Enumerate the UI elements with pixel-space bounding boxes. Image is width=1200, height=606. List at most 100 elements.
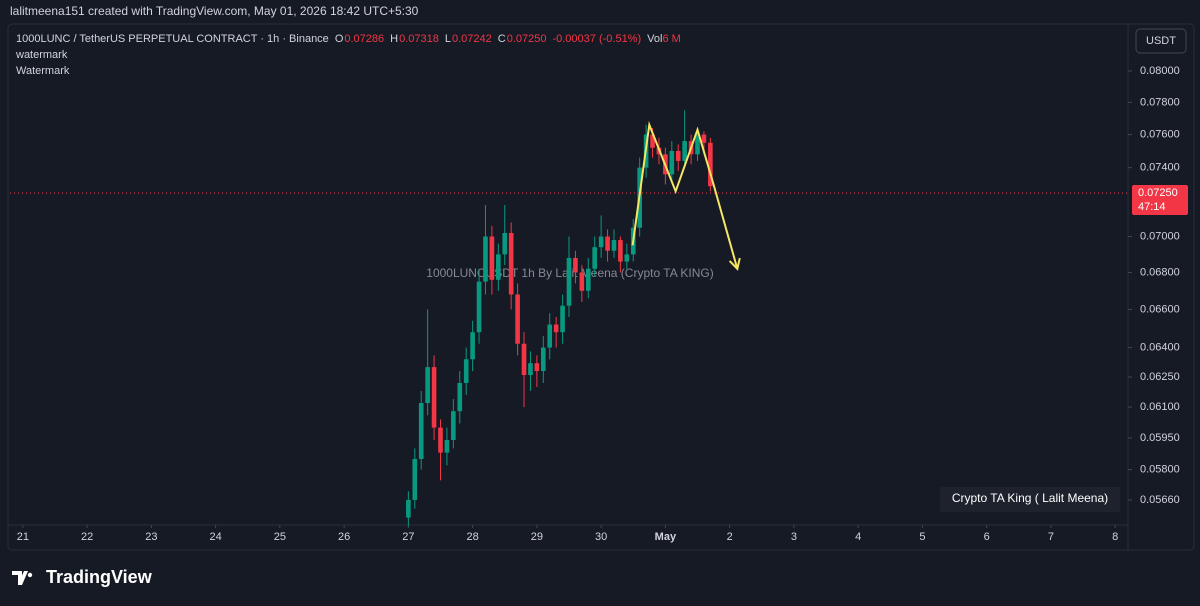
candle-body (675, 150, 681, 161)
legend-key: H (390, 33, 398, 45)
candle-body (444, 440, 450, 453)
symbol: 1000LUNC / TetherUS PERPETUAL CONTRACT ·… (16, 33, 329, 45)
candle-body (708, 142, 713, 187)
x-tick-label: 28 (466, 531, 478, 543)
candle-body (418, 403, 424, 459)
candle-body (650, 134, 655, 148)
y-tick-label: 0.07000 (1140, 230, 1180, 242)
candle-body (611, 240, 617, 251)
x-tick-label: 4 (855, 531, 861, 543)
candle-body (669, 150, 675, 175)
x-tick-label: 3 (791, 531, 797, 543)
candle-body (406, 499, 411, 518)
candle-body (695, 134, 700, 155)
legend-value: 0.07286 (344, 33, 384, 45)
brand-logo (12, 571, 33, 585)
candle-body (431, 367, 437, 428)
candle-body (534, 363, 540, 372)
corner-label-box (940, 487, 1120, 512)
candle-body (425, 367, 430, 404)
y-tick-label: 0.06800 (1140, 266, 1180, 278)
brand: TradingView (46, 567, 153, 587)
x-tick-label: 25 (274, 531, 286, 543)
candle-body (502, 232, 508, 255)
y-tick-label: 0.08000 (1140, 65, 1180, 77)
candle-body (701, 134, 707, 143)
candle-body (585, 268, 591, 291)
currency-button[interactable] (1135, 28, 1187, 54)
credit: lalitmeena151 created with TradingView.c… (10, 4, 419, 18)
legend-value: 0.07242 (452, 33, 492, 45)
candle-body (598, 236, 604, 248)
x-tick-label: 5 (919, 531, 925, 543)
candle-body (579, 272, 585, 291)
arrow-head (728, 257, 741, 271)
candle-body (489, 236, 495, 280)
y-tick-label: 0.07800 (1140, 96, 1180, 108)
x-tick-label: 23 (145, 531, 157, 543)
candle-body (540, 347, 546, 372)
candle-body (451, 411, 456, 441)
y-tick-label: 0.05800 (1140, 464, 1180, 476)
legend-value: 0.07318 (399, 33, 439, 45)
candle-body (483, 236, 488, 282)
candle-body (508, 232, 514, 295)
y-tick-label: 0.07400 (1140, 162, 1180, 174)
legend-key: C (498, 33, 506, 45)
legend-value: 0.07250 (507, 33, 547, 45)
candle-body (573, 257, 578, 273)
y-tick-label: 0.05950 (1140, 432, 1180, 444)
candle-body (521, 343, 527, 376)
candle-body (624, 254, 630, 262)
x-tick-label: 2 (727, 531, 733, 543)
indicator: watermark (15, 49, 68, 61)
y-tick-label: 0.06250 (1140, 371, 1180, 383)
candle-body (618, 240, 623, 262)
legend-key: O (335, 33, 344, 45)
currency-button-label[interactable]: USDT (1146, 35, 1176, 47)
x-tick-label: 7 (1048, 531, 1054, 543)
candle-body (470, 332, 475, 360)
price-label: 0.07250 (1138, 187, 1178, 199)
candle-body (605, 236, 610, 251)
x-tick-label: 8 (1112, 531, 1118, 543)
x-tick-label: 24 (209, 531, 221, 543)
corner-label: Crypto TA King ( Lalit Meena) (952, 491, 1108, 505)
x-tick-label: 27 (402, 531, 414, 543)
legend-value: 6 M (662, 33, 680, 45)
candle-body (547, 324, 553, 348)
price-label-box (1132, 185, 1188, 216)
candle-body (476, 281, 482, 333)
x-tick-label: May (655, 531, 677, 543)
x-tick-label: 26 (338, 531, 350, 543)
x-tick-label: 29 (531, 531, 543, 543)
price-countdown: 47:14 (1138, 201, 1166, 213)
candle-body (412, 458, 418, 500)
candle-body (515, 294, 520, 344)
y-tick-label: 0.07600 (1140, 128, 1180, 140)
x-tick-label: 21 (17, 531, 29, 543)
candle-body (463, 359, 469, 383)
candle-body (553, 324, 559, 333)
candle-body (528, 363, 533, 376)
candle-body (682, 141, 687, 161)
candle-body (438, 427, 443, 453)
x-tick-label: 30 (595, 531, 607, 543)
legend-change: -0.00037 (-0.51%) (552, 33, 641, 45)
y-tick-label: 0.06400 (1140, 342, 1180, 354)
x-tick-label: 22 (81, 531, 93, 543)
pattern-drawing (631, 120, 739, 270)
x-tick-label: 6 (984, 531, 990, 543)
indicator: Watermark (16, 65, 70, 77)
candle-body (566, 257, 572, 306)
candle-body (560, 305, 565, 333)
chart-frame (7, 23, 1195, 551)
candle-body (457, 382, 463, 412)
candle-body (496, 254, 501, 280)
y-tick-label: 0.06100 (1140, 401, 1180, 413)
y-tick-label: 0.06600 (1140, 303, 1180, 315)
y-tick-label: 0.05660 (1140, 494, 1180, 506)
legend-key: Vol (647, 33, 662, 45)
